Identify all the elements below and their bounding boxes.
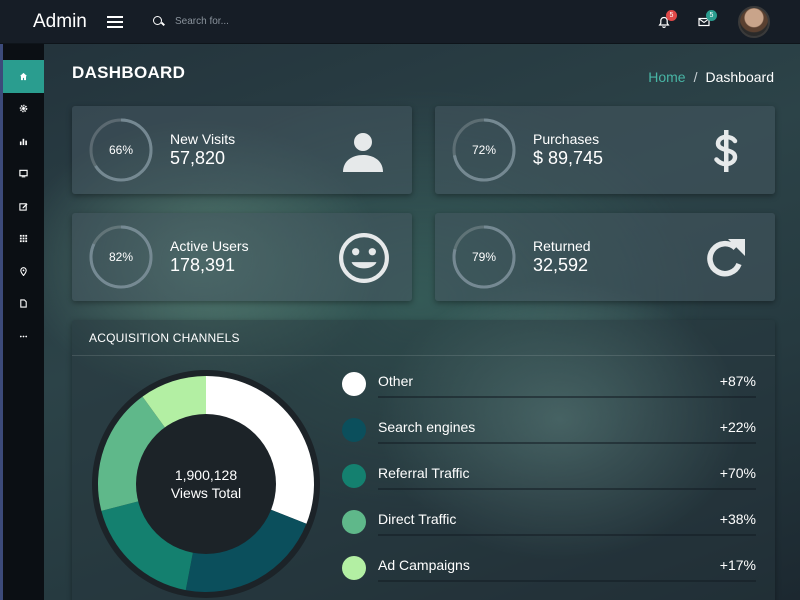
avatar[interactable] [738,6,770,38]
breadcrumb-home-link[interactable]: Home [648,69,686,85]
donut-chart [92,370,320,598]
bell-icon [658,16,670,28]
more-icon [19,335,28,338]
sidebar-item-settings[interactable] [3,93,44,126]
channel-change: +70% [719,465,756,481]
channel-change: +17% [719,557,756,573]
edit-icon [19,203,28,211]
channel-name: Ad Campaigns [378,557,470,573]
stat-card-returned: 79% Returned 32,592 [435,213,775,301]
menu-icon[interactable] [107,15,123,28]
sidebar-item-maps[interactable] [3,255,44,288]
sidebar [0,44,44,600]
home-icon [19,72,28,80]
sidebar-item-home[interactable] [3,60,44,93]
list-item[interactable]: Direct Traffic +38% [342,506,756,552]
stat-label: Returned [533,238,591,254]
panel-divider [72,355,775,356]
stat-value: $ 89,745 [533,148,604,168]
stat-card-new-visits: 66% New Visits 57,820 [72,106,412,194]
views-total-value: 1,900,128 [174,467,238,483]
channel-change: +87% [719,373,756,389]
notifications-button[interactable]: 5 [658,10,677,29]
progress-percent: 79% [471,250,497,264]
user-icon [343,133,383,172]
panel-title: ACQUISITION CHANNELS [89,331,240,345]
stat-card-purchases: 72% Purchases $ 89,745 [435,106,775,194]
sidebar-item-apps[interactable] [3,223,44,256]
messages-button[interactable]: 5 [698,10,717,29]
channel-name: Other [378,373,414,389]
progress-percent: 66% [108,143,134,157]
channel-divider [378,534,756,536]
list-item[interactable]: Ad Campaigns +17% [342,552,756,598]
sidebar-item-display[interactable] [3,158,44,191]
page-title: DASHBOARD [72,63,186,82]
list-item[interactable]: Search engines +22% [342,414,756,460]
channel-divider [378,442,756,444]
stat-value: 32,592 [533,255,589,275]
brand-title[interactable]: Admin [33,10,87,32]
stat-label: Active Users [170,238,249,254]
messages-badge: 5 [706,10,717,21]
views-total-label: Views Total [170,485,242,501]
search-icon[interactable] [153,15,165,28]
progress-ring [452,118,516,182]
sidebar-item-more[interactable] [3,320,44,353]
bar-chart-icon [19,138,27,145]
breadcrumb-current: Dashboard [705,69,775,85]
notifications-badge: 5 [666,10,677,21]
progress-ring [89,225,153,289]
donut-center-label: 1,900,128 Views Total [90,368,322,600]
channel-name: Search engines [378,419,476,435]
refresh-icon [707,239,745,277]
stat-value: 57,820 [170,148,226,168]
channel-change: +38% [719,511,756,527]
grid-icon [19,235,28,243]
stat-value: 178,391 [170,255,236,275]
progress-percent: 82% [108,250,134,264]
channel-divider [378,396,756,398]
channel-divider [378,580,756,582]
legend-dot [342,372,366,396]
breadcrumb: Home / Dashboard [648,69,774,85]
legend-dot [342,464,366,488]
stat-label: Purchases [533,131,600,147]
gear-icon [19,104,28,113]
stat-label: New Visits [170,131,236,147]
channel-name: Referral Traffic [378,465,470,481]
legend-dot [342,510,366,534]
document-icon [20,299,27,308]
channel-change: +22% [719,419,756,435]
breadcrumb-separator: / [693,69,698,85]
search-input[interactable] [175,16,375,27]
monitor-icon [19,170,28,178]
sidebar-item-pages[interactable] [3,288,44,321]
top-bar: Admin 5 5 [0,0,800,44]
legend-dot [342,418,366,442]
progress-percent: 72% [471,143,497,157]
progress-ring [89,118,153,182]
dollar-icon [714,130,738,172]
list-item[interactable]: Other +87% [342,368,756,414]
acquisition-panel: ACQUISITION CHANNELS 1,900,128 Views Tot… [72,320,775,600]
search-bar [153,15,375,28]
legend-dot [342,556,366,580]
envelope-icon [698,17,710,27]
stat-card-active-users: 82% Active Users 178,391 [72,213,412,301]
channel-name: Direct Traffic [378,511,457,527]
sidebar-item-edit[interactable] [3,190,44,223]
map-pin-icon [20,266,27,276]
smiley-icon [339,233,389,283]
progress-ring [452,225,516,289]
list-item[interactable]: Referral Traffic +70% [342,460,756,506]
sidebar-item-charts[interactable] [3,125,44,158]
channel-divider [378,488,756,490]
channel-legend: Other +87% Search engines +22% Referral … [342,368,756,598]
